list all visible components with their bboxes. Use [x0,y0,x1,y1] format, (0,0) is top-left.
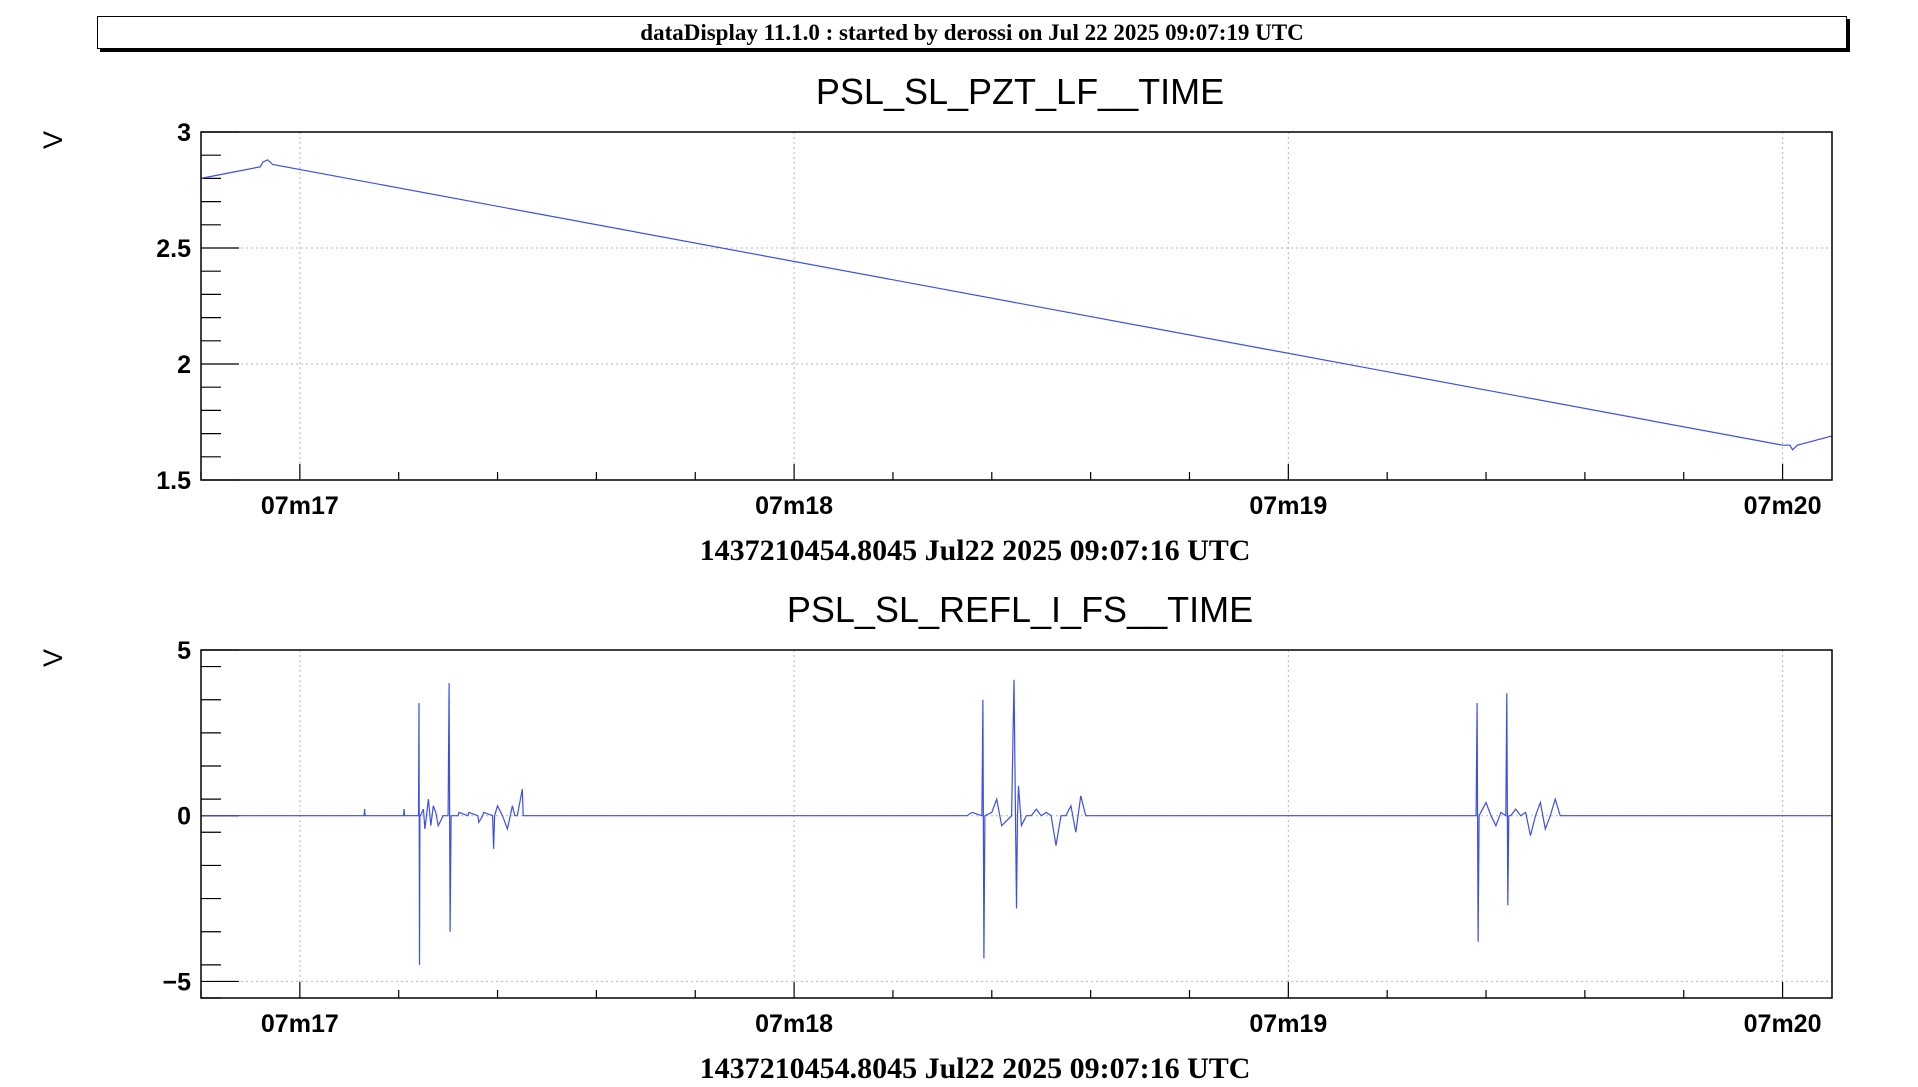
y-tick-label: 5 [177,637,191,665]
x-tick-label: 07m20 [1744,1010,1822,1038]
x-tick-label: 07m19 [1249,1010,1327,1038]
x-tick-label: 07m17 [261,1010,339,1038]
x-tick-label: 07m18 [755,1010,833,1038]
chart-title: PSL_SL_PZT_LF__TIME [816,71,1224,112]
x-axis-label: 1437210454.8045 Jul22 2025 09:07:16 UTC [700,534,1251,567]
chart-refl-i-fs: PSL_SL_REFL_I_FS__TIME V 1437210454.8045… [38,589,1833,1085]
y-tick-label: 2.5 [156,235,191,263]
series-layer [200,159,1833,451]
x-axis-label: 1437210454.8045 Jul22 2025 09:07:16 UTC [700,1052,1251,1085]
grid-layer [201,649,1832,998]
header-banner: dataDisplay 11.1.0 : started by derossi … [97,16,1847,49]
x-tick-label: 07m19 [1249,492,1327,520]
y-axis-label: V [38,131,68,149]
y-tick-label: 3 [177,119,191,147]
series-line [201,679,1832,965]
series-line [200,159,1833,451]
plot-frame [200,131,1833,481]
chart-pzt-lf: PSL_SL_PZT_LF__TIME V 1437210454.8045 Ju… [38,71,1833,567]
y-tick-label: 1.5 [156,467,191,495]
ticks-layer: 07m17 07m18 07m19 07m20 1.5 2 2.5 3 [156,119,1821,520]
y-tick-label: −5 [162,968,191,996]
y-tick-label: 0 [177,803,191,831]
y-tick-label: 2 [177,351,191,379]
ticks-layer: 07m17 07m18 07m19 07m20 −5 0 5 [162,637,1821,1038]
x-tick-label: 07m20 [1744,492,1822,520]
header-text: dataDisplay 11.1.0 : started by derossi … [640,19,1304,45]
chart-title: PSL_SL_REFL_I_FS__TIME [787,589,1253,630]
grid-layer [201,131,1832,481]
y-axis-label: V [38,649,68,667]
x-tick-label: 07m18 [755,492,833,520]
plot-frame [200,649,1833,999]
series-layer [201,679,1832,965]
x-tick-label: 07m17 [261,492,339,520]
